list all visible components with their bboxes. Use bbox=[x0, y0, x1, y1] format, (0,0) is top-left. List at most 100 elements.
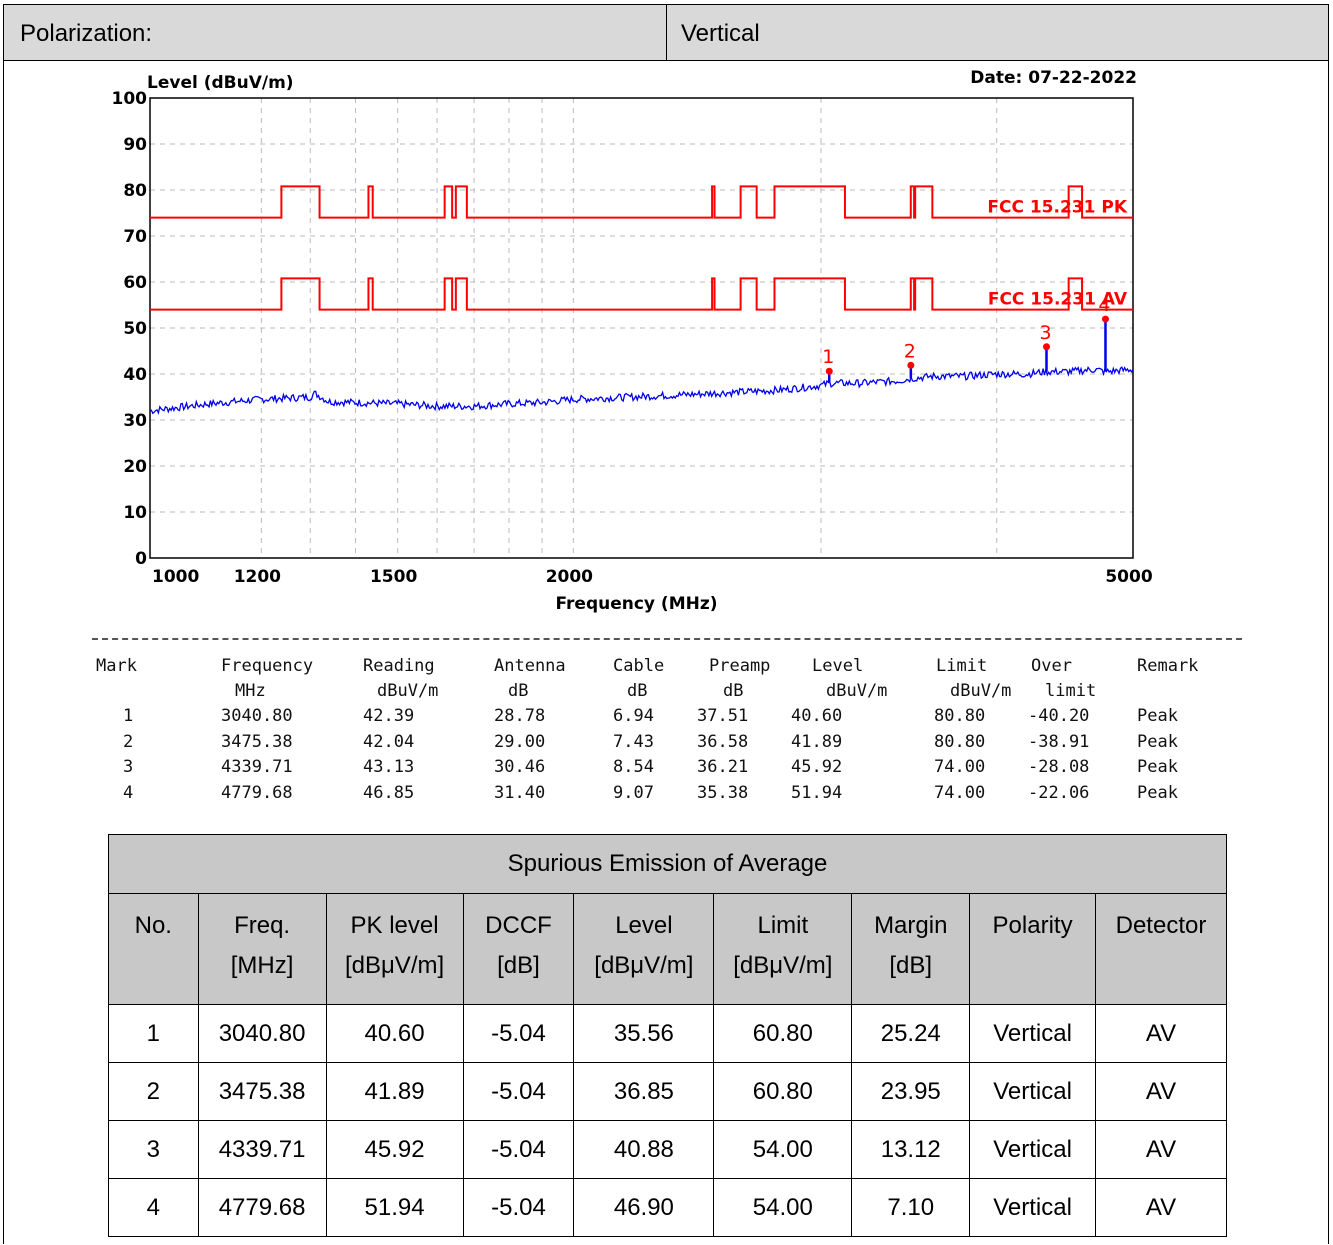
mark-table-cell: -28.08 bbox=[1028, 757, 1090, 777]
mark-table-header: Antenna bbox=[494, 656, 566, 676]
mark-table-cell: 41.89 bbox=[791, 731, 843, 752]
avg-header-line: [dB] bbox=[889, 952, 933, 979]
avg-header-line: PK level bbox=[350, 912, 439, 939]
avg-table-header: DCCF [dB] bbox=[462, 893, 575, 1005]
mark-table-header: Preamp bbox=[709, 656, 771, 676]
avg-header-line: [dBμV/m] bbox=[594, 952, 694, 979]
mark-table-cell: 8.54 bbox=[613, 757, 654, 777]
avg-header-line: Detector bbox=[1115, 912, 1207, 939]
y-tick-label: 80 bbox=[123, 181, 147, 201]
mark-table-cell: 28.78 bbox=[494, 706, 546, 726]
marker-dot bbox=[1042, 343, 1050, 351]
table-cell: 54.00 bbox=[713, 1120, 853, 1179]
y-tick-label: 30 bbox=[123, 411, 147, 431]
table-cell: 41.89 bbox=[325, 1062, 464, 1121]
x-tick-label: 1000 bbox=[152, 567, 199, 587]
table-cell: 36.85 bbox=[573, 1062, 715, 1121]
mark-table-cell: 2 bbox=[123, 731, 134, 752]
avg-table-header: No. bbox=[108, 893, 199, 1005]
dashed-separator bbox=[92, 638, 1242, 640]
mark-table-header: Reading bbox=[363, 656, 435, 676]
x-tick-label: 2000 bbox=[546, 567, 593, 587]
table-cell: AV bbox=[1094, 1178, 1228, 1237]
x-tick-label: 5000 bbox=[1105, 567, 1152, 587]
avg-header-line: [dBμV/m] bbox=[344, 952, 445, 979]
mark-table-header: Cable bbox=[613, 656, 665, 676]
avg-header-line: Polarity bbox=[992, 912, 1073, 939]
table-row: 1 3040.80 40.60 -5.04 35.56 60.80 25.24 Vertica… bbox=[108, 1004, 1228, 1063]
table-cell: 4339.71 bbox=[197, 1120, 327, 1179]
y-tick-label: 50 bbox=[123, 319, 147, 339]
avg-table-header: Level [dBμV/m] bbox=[573, 893, 715, 1005]
mark-table-cell: 46.85 bbox=[363, 782, 415, 803]
mark-table-cell: 45.92 bbox=[791, 757, 843, 777]
avg-header-line: No. bbox=[134, 912, 172, 939]
y-tick-label: 90 bbox=[123, 135, 147, 155]
avg-header-line: Margin bbox=[874, 912, 948, 939]
table-cell: Vertical bbox=[969, 1120, 1096, 1179]
table-cell: 25.24 bbox=[851, 1004, 971, 1063]
y-tick-label: 60 bbox=[123, 273, 147, 293]
mark-table-cell: 9.07 bbox=[613, 782, 654, 803]
mark-table-cell: 35.38 bbox=[697, 782, 749, 803]
mark-table-cell: Peak bbox=[1137, 706, 1178, 726]
avg-table-header: Margin [dB] bbox=[851, 893, 971, 1005]
mark-table-cell: 6.94 bbox=[613, 706, 654, 726]
y-tick-label: 100 bbox=[112, 89, 148, 109]
polarization-label: Polarization: bbox=[20, 20, 153, 47]
mark-table-header: dB bbox=[627, 681, 648, 701]
table-cell: 60.80 bbox=[713, 1062, 853, 1121]
average-emission-table: Spurious Emission of Average No. Freq. [MH… bbox=[108, 834, 1228, 1237]
avg-header-line: Level bbox=[615, 912, 673, 939]
table-cell: 40.60 bbox=[325, 1004, 464, 1063]
mark-table-cell: 74.00 bbox=[934, 757, 986, 777]
y-tick-label: 70 bbox=[123, 227, 147, 247]
mark-table-cell: 30.46 bbox=[494, 757, 546, 777]
limit-line-av bbox=[150, 277, 1133, 311]
table-cell: 46.90 bbox=[573, 1178, 715, 1237]
avg-table-header: Detector bbox=[1094, 893, 1228, 1005]
y-tick-label: 0 bbox=[135, 549, 147, 569]
avg-header-line: [MHz] bbox=[230, 952, 294, 979]
table-cell: -5.04 bbox=[462, 1120, 575, 1179]
table-cell: 13.12 bbox=[851, 1120, 971, 1179]
table-cell: 23.95 bbox=[851, 1062, 971, 1121]
mark-table-cell: 3040.80 bbox=[221, 706, 293, 726]
plot-frame bbox=[149, 97, 1134, 559]
avg-header-line: Freq. bbox=[234, 912, 291, 939]
mark-table-cell: 42.39 bbox=[363, 706, 415, 726]
table-row: 3 4339.71 45.92 -5.04 40.88 54.00 13.12 Vertica… bbox=[108, 1120, 1228, 1179]
report-frame: Polarization: Vertical bbox=[3, 4, 1329, 1244]
avg-header-line: Limit bbox=[757, 912, 809, 939]
marker-label: 4 bbox=[1098, 294, 1110, 316]
avg-table-header: Limit [dBμV/m] bbox=[713, 893, 853, 1005]
x-tick-label: 1200 bbox=[234, 567, 281, 587]
y-axis-label: Level (dBuV/m) bbox=[147, 73, 294, 93]
date-label: Date: 07-22-2022 bbox=[970, 68, 1137, 88]
mark-table-header: dB bbox=[508, 681, 529, 701]
table-cell: 3475.38 bbox=[197, 1062, 327, 1121]
x-axis-label: Frequency (MHz) bbox=[556, 594, 718, 614]
table-cell: 3040.80 bbox=[197, 1004, 327, 1063]
emission-chart: 0 10 20 30 40 50 60 70 80 90 100 1000 1200 1500 2000 50… bbox=[112, 68, 1153, 614]
table-cell: 2 bbox=[108, 1062, 199, 1121]
table-cell: 51.94 bbox=[325, 1178, 464, 1237]
avg-table-header: Freq. [MHz] bbox=[197, 893, 327, 1005]
table-cell: 4779.68 bbox=[197, 1178, 327, 1237]
table-cell: AV bbox=[1094, 1062, 1228, 1121]
avg-table-header-row: No. Freq. [MHz] PK level [dBμV/m] DCCF [dB] Lev… bbox=[108, 893, 1228, 1005]
mark-table-cell: Peak bbox=[1137, 731, 1178, 752]
avg-table-header: Polarity bbox=[969, 893, 1096, 1005]
mark-table-cell: 1 bbox=[123, 706, 134, 726]
table-row: 4 4779.68 51.94 -5.04 46.90 54.00 7.10 Vertical… bbox=[108, 1178, 1228, 1237]
mark-table-cell: Peak bbox=[1137, 757, 1178, 777]
mark-table-cell: 74.00 bbox=[934, 782, 986, 803]
mark-table-cell: 4339.71 bbox=[221, 757, 293, 777]
mark-table-cell: Peak bbox=[1137, 782, 1178, 803]
table-cell: 7.10 bbox=[851, 1178, 971, 1237]
mark-table-cell: 3475.38 bbox=[221, 731, 293, 752]
mark-table-cell: 4 bbox=[123, 782, 134, 803]
marker-label: 1 bbox=[822, 346, 834, 368]
table-cell: 60.80 bbox=[713, 1004, 853, 1063]
mark-table-header: limit bbox=[1045, 681, 1097, 701]
